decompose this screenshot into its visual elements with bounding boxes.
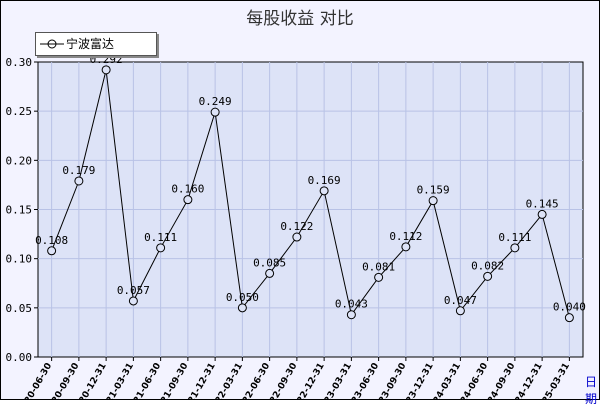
data-points bbox=[47, 65, 574, 323]
grid-lines bbox=[38, 62, 583, 357]
data-point bbox=[101, 65, 111, 75]
data-label: 0.179 bbox=[62, 164, 95, 177]
legend: 宁波富达 bbox=[35, 32, 157, 56]
y-tick-label: 0.30 bbox=[6, 56, 33, 69]
x-axis-label: 日期 bbox=[585, 375, 598, 406]
data-label: 0.111 bbox=[498, 231, 531, 244]
y-tick-label: 0.25 bbox=[6, 105, 33, 118]
y-tick-label: 0.00 bbox=[6, 351, 33, 364]
data-label: 0.111 bbox=[144, 231, 177, 244]
data-label: 0.160 bbox=[171, 183, 204, 196]
data-label: 0.112 bbox=[389, 230, 422, 243]
data-label: 0.159 bbox=[417, 184, 450, 197]
data-point bbox=[265, 268, 275, 278]
data-label: 0.082 bbox=[471, 259, 504, 272]
data-point bbox=[128, 296, 138, 306]
data-point bbox=[428, 196, 438, 206]
data-label: 0.040 bbox=[553, 301, 586, 314]
x-tick-label: 2020-06-30 bbox=[17, 362, 54, 401]
x-axis-ticks: 2020-06-302020-09-302020-12-312021-03-31… bbox=[17, 357, 572, 400]
data-label: 0.057 bbox=[117, 284, 150, 297]
y-tick-label: 0.05 bbox=[6, 302, 33, 315]
data-label: 0.145 bbox=[526, 197, 559, 210]
data-label: 0.292 bbox=[90, 53, 123, 66]
data-point bbox=[537, 209, 547, 219]
series-line bbox=[51, 69, 570, 318]
data-point bbox=[510, 243, 520, 253]
data-point bbox=[374, 272, 384, 282]
data-label: 0.122 bbox=[280, 220, 313, 233]
data-point bbox=[210, 107, 220, 117]
data-point bbox=[74, 176, 84, 186]
legend-marker-icon bbox=[40, 39, 64, 49]
data-label: 0.047 bbox=[444, 294, 477, 307]
data-point bbox=[183, 195, 193, 205]
data-point bbox=[483, 271, 493, 281]
y-axis-ticks: 0.00 0.05 0.10 0.15 0.20 0.25 0.30 bbox=[6, 56, 38, 364]
data-label: 0.249 bbox=[199, 95, 232, 108]
data-point bbox=[47, 246, 57, 256]
data-labels: 0.108 0.179 0.292 0.057 0.111 0.160 0.249 0.050… bbox=[35, 53, 586, 314]
data-label: 0.108 bbox=[35, 234, 68, 247]
data-point bbox=[237, 303, 247, 313]
data-label: 0.081 bbox=[362, 260, 395, 273]
data-point bbox=[156, 243, 166, 253]
data-point bbox=[455, 306, 465, 316]
data-point bbox=[346, 310, 356, 320]
data-point bbox=[564, 313, 574, 323]
y-tick-label: 0.10 bbox=[6, 253, 33, 266]
legend-series-name: 宁波富达 bbox=[66, 37, 115, 51]
y-tick-label: 0.20 bbox=[6, 154, 33, 167]
data-label: 0.043 bbox=[335, 298, 368, 311]
y-tick-label: 0.15 bbox=[6, 204, 33, 217]
data-label: 0.085 bbox=[253, 256, 286, 269]
data-label: 0.169 bbox=[308, 174, 341, 187]
chart-title: 每股收益 对比 bbox=[246, 9, 354, 29]
data-label: 0.050 bbox=[226, 291, 259, 304]
data-point bbox=[292, 232, 302, 242]
data-point bbox=[401, 242, 411, 252]
data-point bbox=[319, 186, 329, 196]
